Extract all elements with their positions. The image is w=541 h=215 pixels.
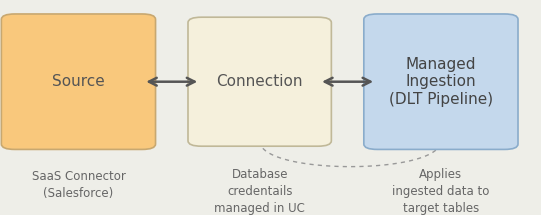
Text: Connection: Connection xyxy=(216,74,303,89)
Text: Managed
Ingestion
(DLT Pipeline): Managed Ingestion (DLT Pipeline) xyxy=(389,57,493,107)
Text: SaaS Connector
(Salesforce): SaaS Connector (Salesforce) xyxy=(31,170,126,200)
FancyBboxPatch shape xyxy=(364,14,518,149)
FancyBboxPatch shape xyxy=(188,17,331,146)
Text: Database
credentails
managed in UC: Database credentails managed in UC xyxy=(214,168,305,215)
Text: Applies
ingested data to
target tables: Applies ingested data to target tables xyxy=(392,168,490,215)
Text: Source: Source xyxy=(52,74,105,89)
FancyBboxPatch shape xyxy=(1,14,156,149)
